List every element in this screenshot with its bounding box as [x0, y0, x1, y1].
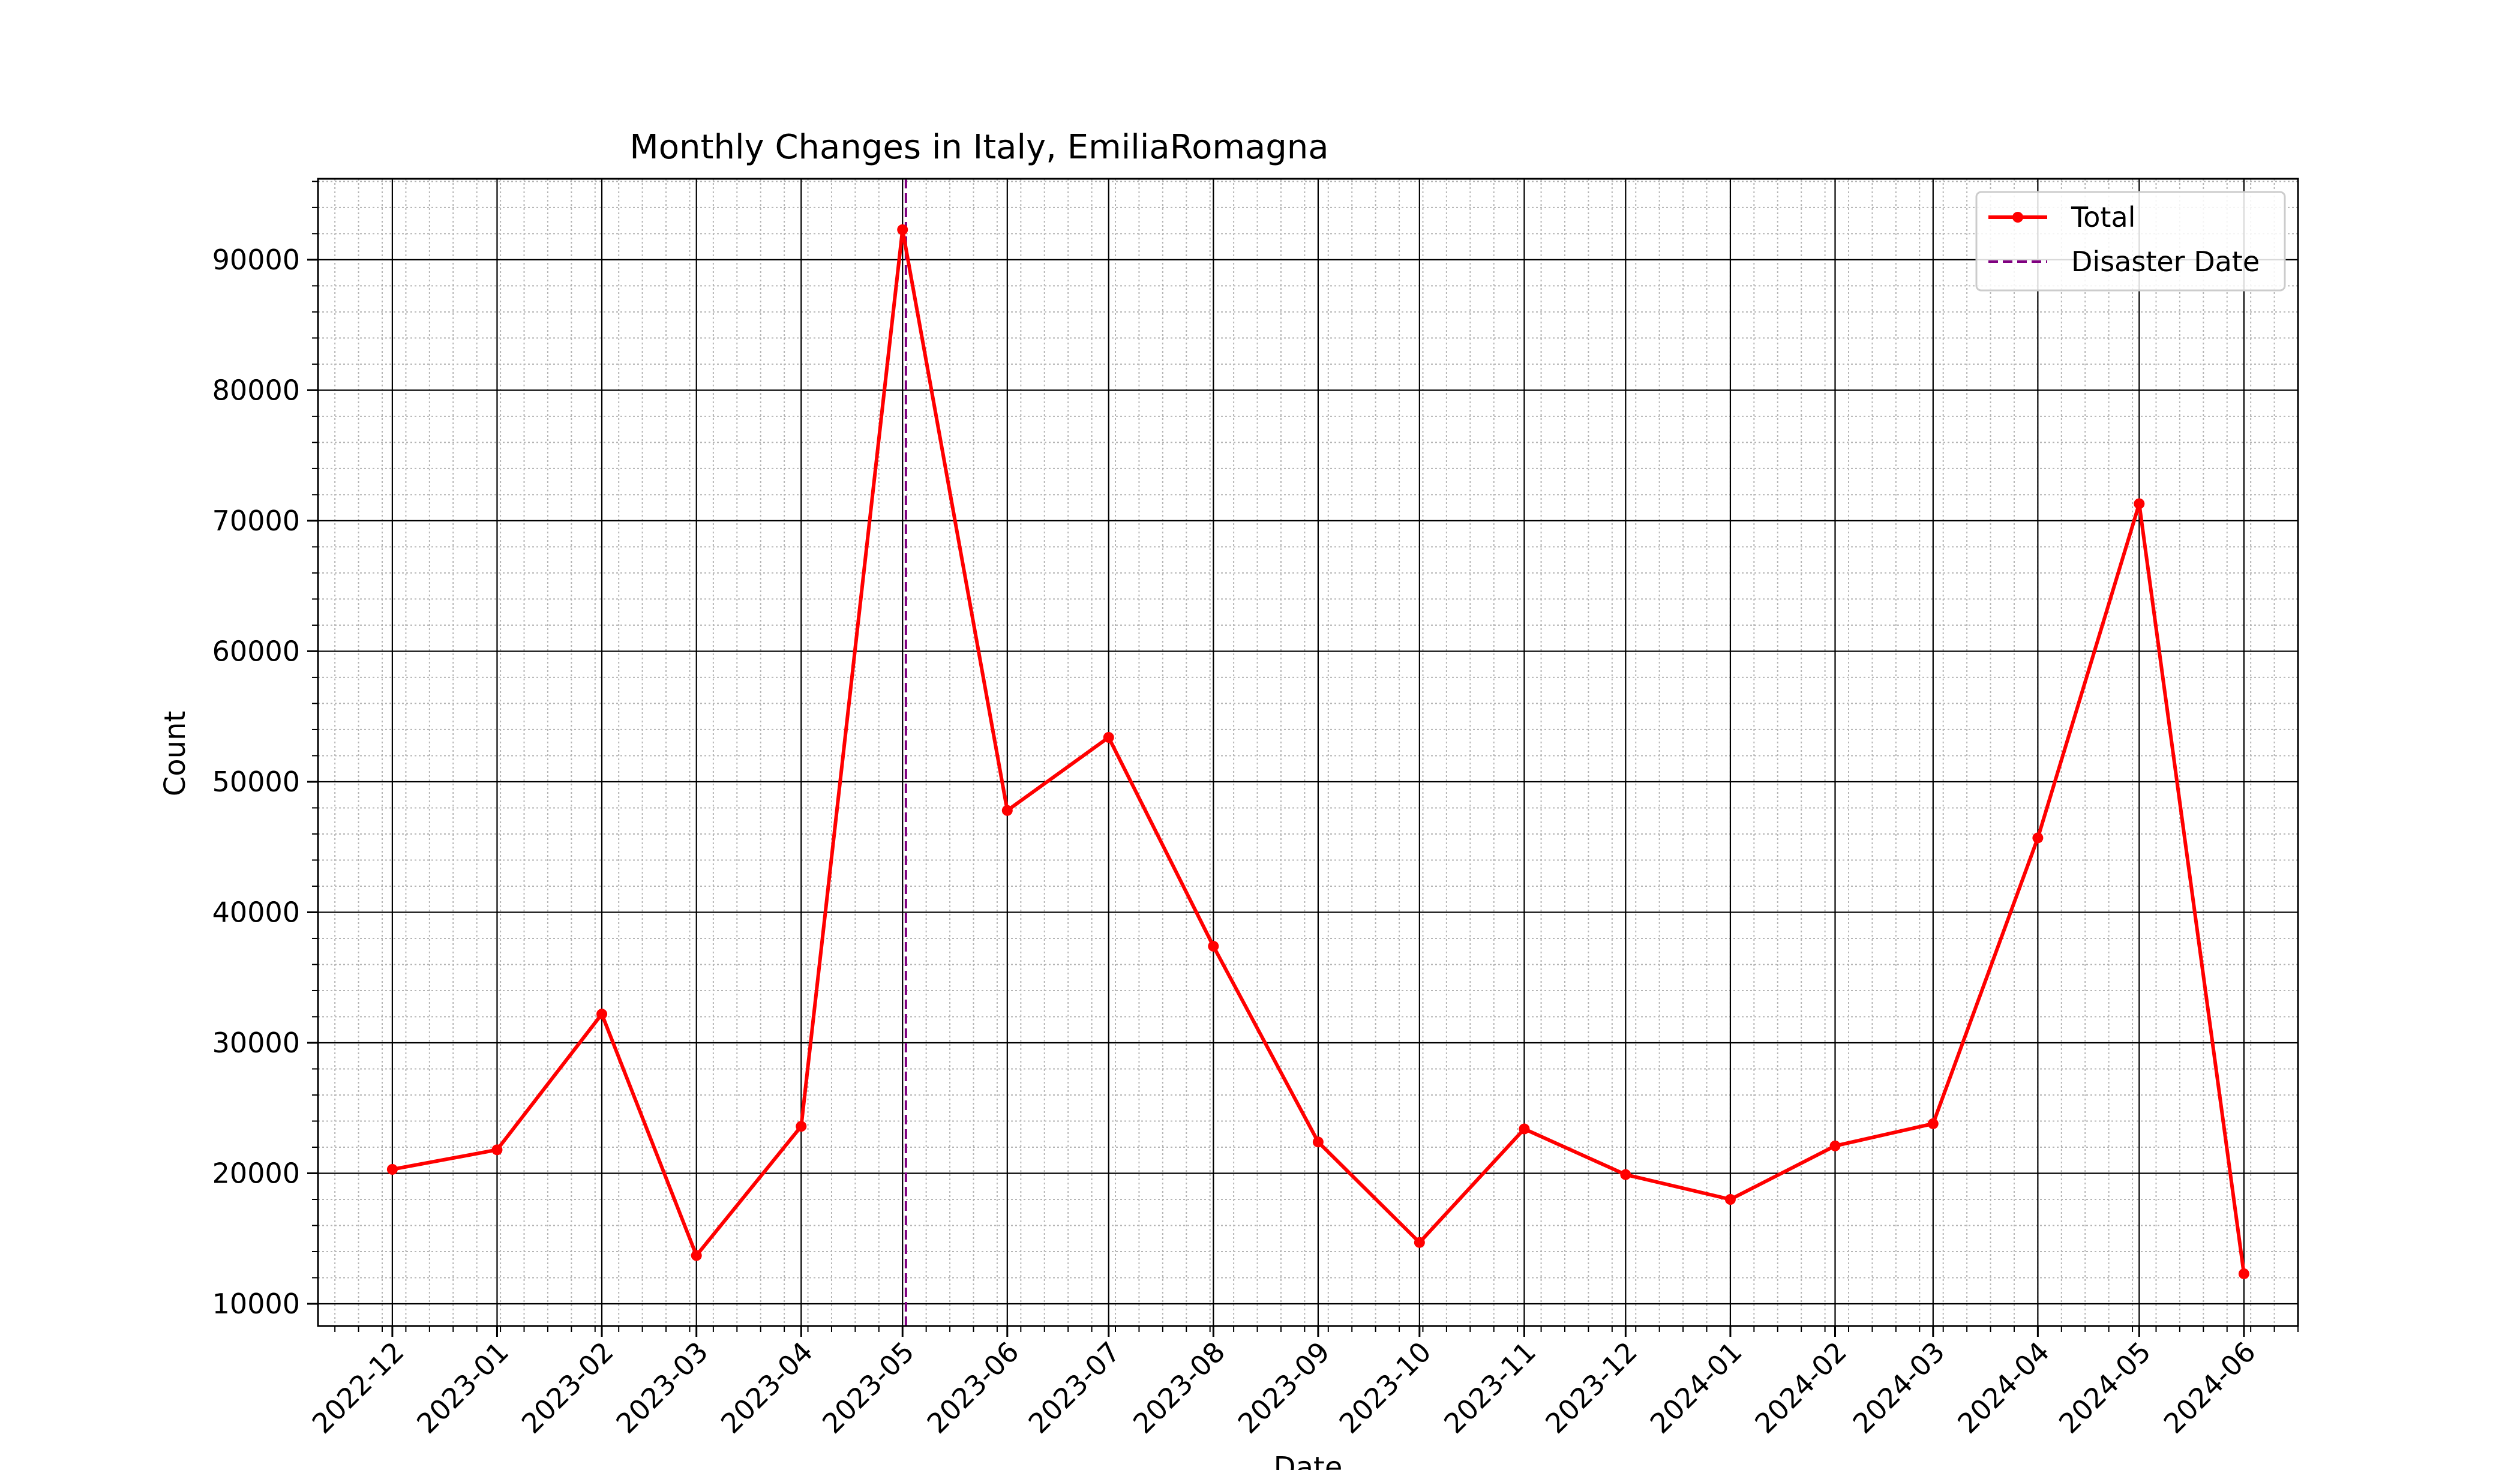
data-point	[1519, 1123, 1530, 1135]
y-tick-label: 70000	[212, 505, 300, 537]
y-axis-label: Count	[158, 711, 192, 797]
data-point	[897, 224, 908, 235]
y-tick-label: 10000	[212, 1288, 300, 1320]
major-grid	[318, 179, 2298, 1326]
plot-frame	[317, 178, 2299, 1327]
legend: Total Disaster Date	[1975, 191, 2286, 292]
y-tick-label: 30000	[212, 1027, 300, 1059]
y-tick-label: 50000	[212, 766, 300, 798]
y-tick-label: 80000	[212, 374, 300, 406]
data-point	[1724, 1194, 1736, 1205]
y-axis: 10000 20000 30000 40000 50000 60000 70000 80000…	[212, 181, 318, 1320]
data-point	[596, 1009, 608, 1020]
data-point	[1103, 731, 1114, 743]
data-point	[2134, 498, 2145, 509]
data-point	[1414, 1237, 1425, 1248]
chart-title: Monthly Changes in Italy, EmiliaRomagna	[629, 128, 1328, 167]
data-point	[1927, 1118, 1939, 1129]
data-point	[796, 1121, 807, 1132]
y-tick-label: 40000	[212, 896, 300, 928]
data-point	[1001, 805, 1013, 816]
legend-label-total: Total	[2071, 201, 2135, 233]
data-point	[1829, 1140, 1841, 1151]
legend-marker-total	[2012, 212, 2023, 223]
series-points	[386, 224, 2249, 1279]
legend-frame	[1975, 191, 2286, 292]
data-point	[2032, 832, 2044, 844]
data-point	[1208, 941, 1219, 952]
data-point	[386, 1163, 398, 1175]
legend-label-disaster-date: Disaster Date	[2071, 245, 2260, 278]
data-point	[1620, 1169, 1631, 1180]
data-point	[491, 1144, 503, 1156]
data-point	[691, 1250, 702, 1261]
y-tick-label: 60000	[212, 635, 300, 667]
y-tick-label: 90000	[212, 244, 300, 276]
y-tick-label: 20000	[212, 1157, 300, 1190]
data-point	[2238, 1268, 2249, 1279]
x-axis-label: Date	[1274, 1451, 1343, 1470]
data-point	[1312, 1136, 1324, 1148]
